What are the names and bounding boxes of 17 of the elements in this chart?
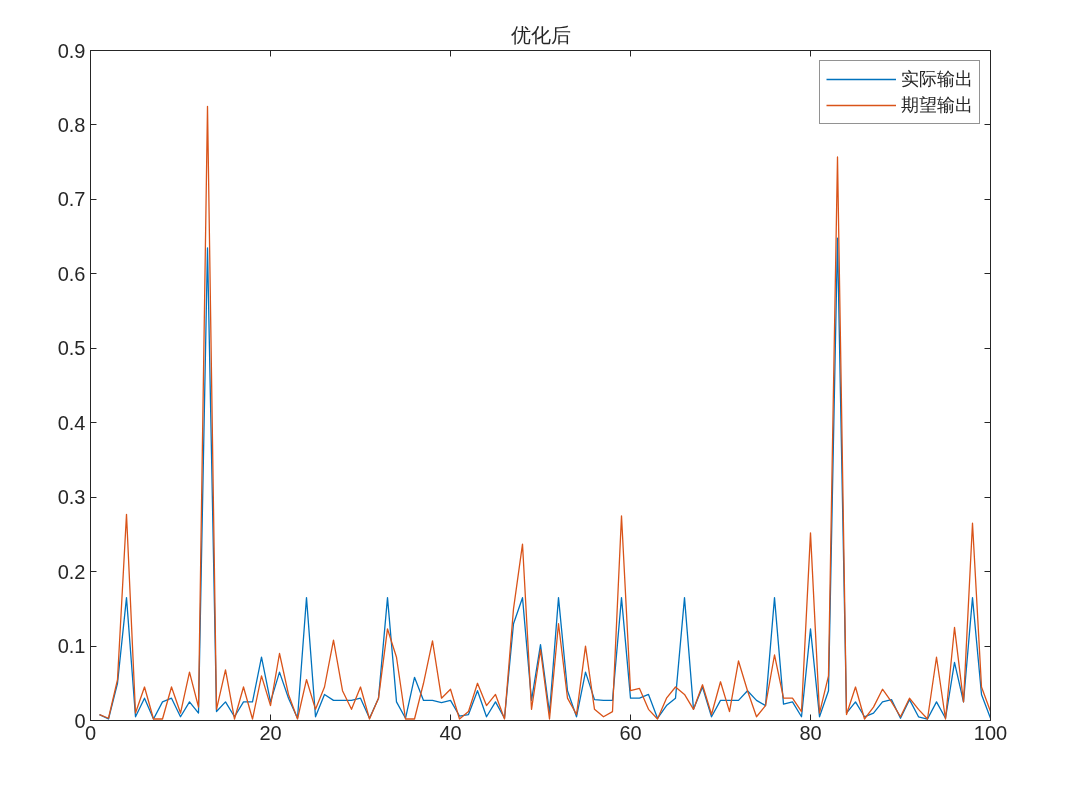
- x-tick-label: 40: [439, 721, 462, 744]
- x-tick-label: 80: [799, 721, 822, 744]
- x-tick-label: 60: [619, 721, 642, 744]
- legend-label: 期望输出: [901, 94, 973, 117]
- x-tick-label: 100: [973, 721, 1008, 744]
- y-tick-label: 0.7: [57, 188, 86, 211]
- y-tick-label: 0.4: [57, 411, 86, 434]
- y-tick-label: 0.9: [57, 39, 86, 62]
- y-tick-label: 0.3: [57, 486, 86, 509]
- y-tick-label: 0.5: [57, 337, 86, 360]
- chart-title: 优化后: [510, 23, 571, 46]
- legend-label: 实际输出: [901, 68, 973, 91]
- y-tick-label: 0.6: [57, 262, 86, 285]
- y-tick-label: 0.2: [57, 560, 86, 583]
- y-tick-label: 0.8: [57, 113, 86, 136]
- x-tick-label: 20: [259, 721, 282, 744]
- y-tick-label: 0.1: [57, 635, 86, 658]
